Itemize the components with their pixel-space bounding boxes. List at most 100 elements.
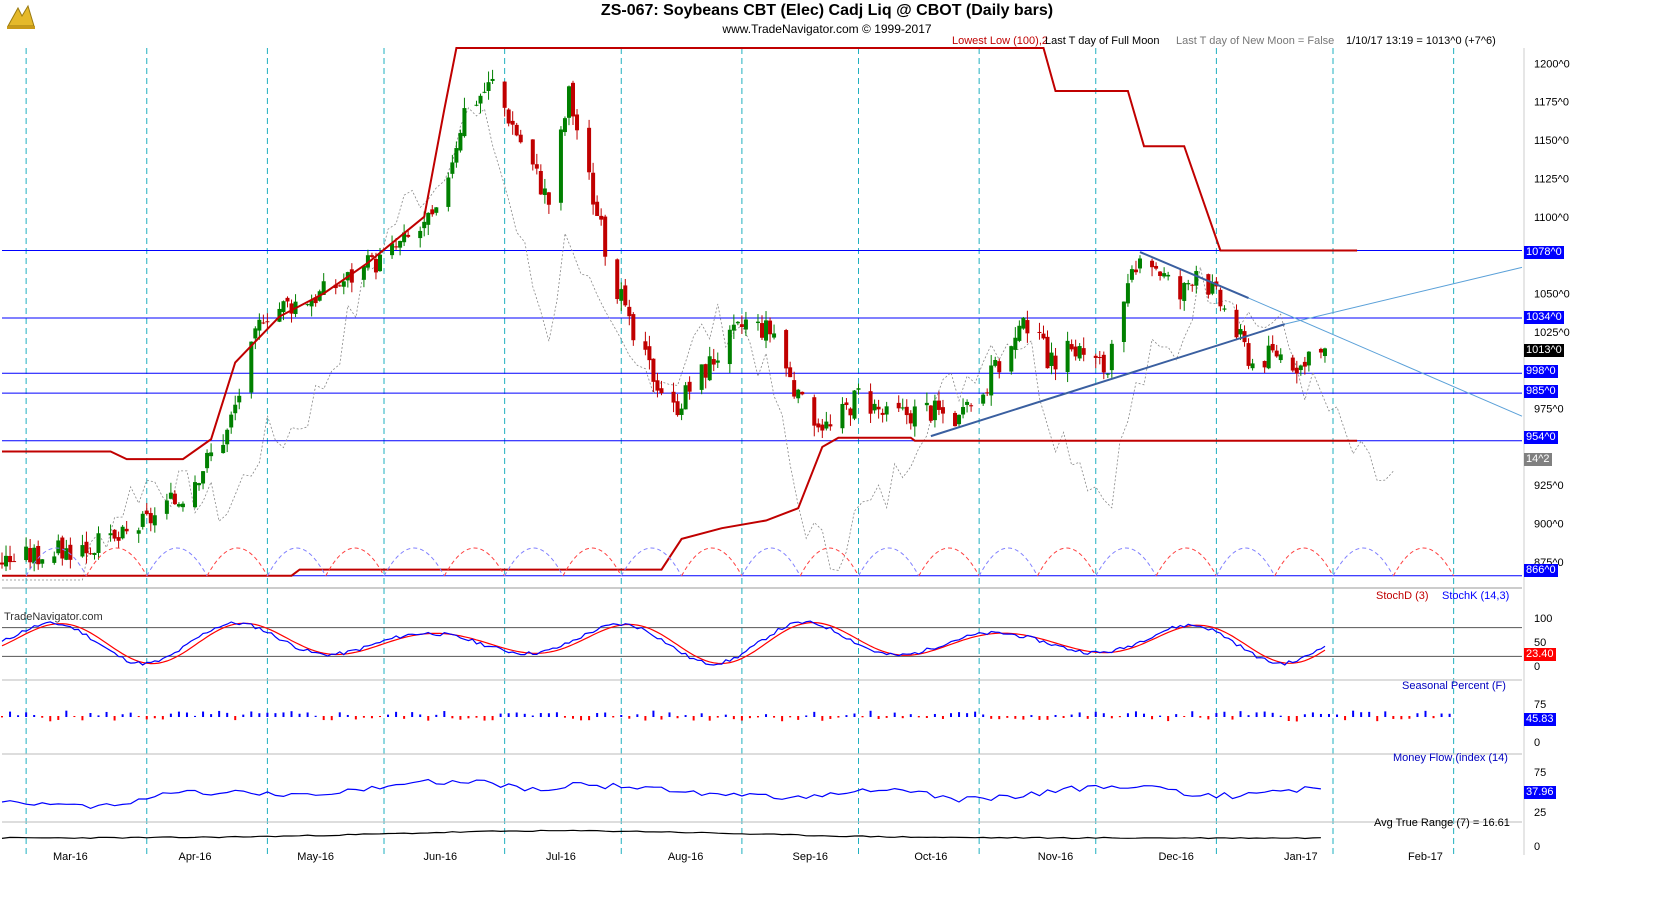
seasonal-bar [1030, 715, 1033, 717]
seasonal-bar [25, 712, 28, 717]
new-moon-arc [620, 547, 683, 577]
candle-body [989, 365, 994, 396]
candle-body [249, 341, 254, 393]
seasonal-bar [580, 716, 583, 721]
seasonal-bar [298, 713, 301, 717]
seasonal-bar [1046, 716, 1049, 720]
seasonal-bar [395, 711, 398, 717]
candle-body [546, 192, 551, 205]
candle-body [651, 358, 656, 382]
seasonal-bar [1327, 713, 1330, 717]
month-axis-label: May-16 [297, 851, 334, 863]
full-moon-arc [562, 547, 622, 577]
seasonal-bar [933, 713, 936, 717]
candle-body [1210, 282, 1215, 294]
full-moon-arc [799, 547, 859, 577]
seasonal-bar [572, 716, 575, 719]
seasonal-axis-label: 75 [1534, 699, 1546, 711]
candle-body [631, 314, 636, 341]
candle-body [703, 364, 708, 378]
seasonal-bar [129, 712, 132, 717]
stoch-axis-label: 100 [1534, 613, 1552, 625]
seasonal-bar [708, 716, 711, 721]
candle-body [1182, 282, 1187, 301]
candle-body [108, 533, 113, 536]
new-moon-arc [1215, 547, 1276, 577]
stoch-k-legend: StochK (14,3) [1442, 590, 1510, 602]
lowest-low-line [2, 47, 1358, 461]
candle-body [64, 548, 69, 560]
seasonal-bar [555, 712, 558, 717]
candle-body [647, 346, 652, 361]
candle-body [940, 407, 945, 414]
seasonal-bar [909, 714, 912, 717]
candle-body [446, 177, 451, 207]
seasonal-bar [306, 712, 309, 717]
seasonal-bar [901, 716, 904, 719]
candle-body [603, 216, 608, 257]
seasonal-bar [81, 716, 84, 721]
full-moon-arc [325, 547, 385, 577]
seasonal-bar [1126, 713, 1129, 717]
price-axis-label: 975^0 [1534, 404, 1564, 416]
candle-body [953, 412, 958, 427]
candle-body [796, 389, 801, 399]
seasonal-bar [177, 711, 180, 717]
seasonal-bar [740, 716, 743, 721]
candle-body [422, 221, 427, 229]
seasonal-bar [1070, 714, 1073, 717]
stoch-d-line [1, 621, 1326, 665]
candle-body [56, 540, 61, 554]
candle-body [687, 381, 692, 392]
candle-body [848, 408, 853, 416]
seasonal-bar [17, 715, 20, 717]
candle-body [1045, 336, 1050, 369]
candle-body [571, 82, 576, 117]
price-axis-label: 900^0 [1534, 519, 1564, 531]
candle-body [558, 129, 563, 203]
candle-body [209, 452, 214, 457]
full-moon-arc [681, 547, 743, 577]
seasonal-bar [1408, 716, 1411, 719]
candle-body [727, 329, 732, 365]
seasonal-bar [145, 716, 148, 720]
candle-body [4, 555, 9, 567]
candle-body [587, 127, 592, 173]
candle-body [1278, 354, 1283, 361]
candle-body [180, 503, 185, 508]
candle-body [80, 545, 85, 557]
seasonal-bar [65, 710, 68, 717]
month-axis-label: Oct-16 [914, 851, 947, 863]
candle-body [599, 215, 604, 220]
candle-body [1069, 344, 1074, 350]
seasonal-bar [1094, 711, 1097, 717]
seasonal-bar [419, 714, 422, 717]
candle-body [1250, 363, 1255, 369]
seasonal-bar [1271, 712, 1274, 717]
seasonal-bar [121, 714, 124, 717]
seasonal-bar [338, 712, 341, 717]
seasonal-bar [185, 712, 188, 717]
seasonal-bar [1207, 716, 1210, 720]
atr-axis-label: 0 [1534, 841, 1540, 853]
candle-body [1013, 337, 1018, 350]
candle-body [820, 424, 825, 431]
new-moon-arc [858, 547, 920, 577]
candle-body [1021, 317, 1026, 329]
candle-body [120, 526, 125, 539]
seasonal-bar [1191, 711, 1194, 717]
seasonal-bar [982, 714, 985, 717]
candle-body [84, 541, 89, 554]
seasonal-bar [958, 712, 961, 717]
seasonal-bar [861, 716, 864, 718]
seasonal-bar [1392, 716, 1395, 719]
candle-body [12, 561, 17, 563]
level-badge-866: 866^0 [1524, 564, 1558, 577]
level-badge-954: 954^0 [1524, 431, 1558, 444]
seasonal-bar [1014, 716, 1017, 719]
candle-body [373, 259, 378, 273]
seasonal-bar [202, 711, 205, 717]
candle-body [197, 483, 202, 486]
candle-body [176, 504, 181, 507]
candle-body [152, 515, 157, 526]
